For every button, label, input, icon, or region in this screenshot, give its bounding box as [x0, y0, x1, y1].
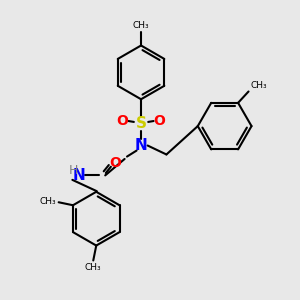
Text: H: H: [69, 164, 78, 176]
Text: CH₃: CH₃: [40, 197, 57, 206]
Text: O: O: [109, 156, 121, 170]
Text: CH₃: CH₃: [84, 263, 101, 272]
Text: O: O: [117, 114, 128, 128]
Text: CH₃: CH₃: [250, 81, 267, 90]
Text: O: O: [154, 114, 166, 128]
Text: N: N: [73, 168, 85, 183]
Text: CH₃: CH₃: [133, 21, 149, 30]
Text: S: S: [136, 116, 146, 130]
Text: N: N: [135, 138, 147, 153]
